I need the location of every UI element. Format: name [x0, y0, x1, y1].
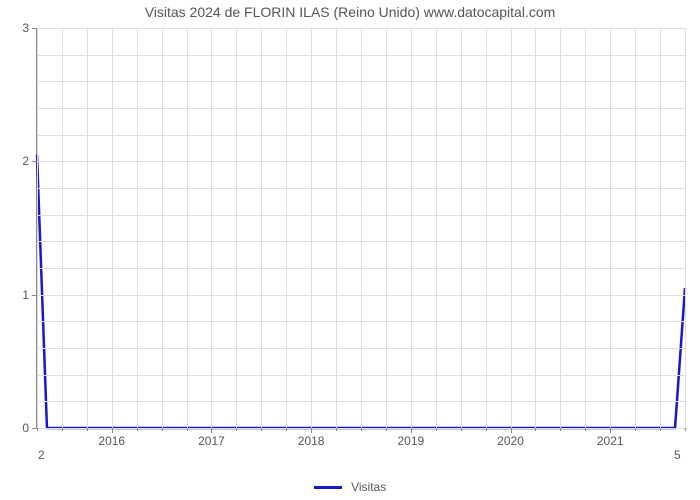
x-tick-label: 2017	[198, 434, 225, 448]
y-tick-mark	[32, 161, 37, 162]
grid-line-vertical	[236, 28, 237, 428]
caption-left: 2	[38, 448, 45, 462]
grid-line-vertical	[610, 28, 611, 428]
grid-line-horizontal	[37, 241, 685, 242]
x-minor-tick-mark	[585, 428, 586, 431]
x-minor-tick-mark	[187, 428, 188, 431]
grid-line-vertical	[137, 28, 138, 428]
x-minor-tick-mark	[37, 428, 38, 431]
grid-line-horizontal	[37, 135, 685, 136]
x-minor-tick-mark	[535, 428, 536, 431]
y-tick-label: 1	[22, 288, 29, 302]
x-tick-mark	[112, 428, 113, 433]
x-tick-label: 2019	[397, 434, 424, 448]
x-minor-tick-mark	[436, 428, 437, 431]
legend: Visitas	[0, 480, 700, 494]
grid-line-vertical	[411, 28, 412, 428]
grid-line-vertical	[535, 28, 536, 428]
grid-line-horizontal	[37, 375, 685, 376]
x-minor-tick-mark	[560, 428, 561, 431]
x-tick-mark	[311, 428, 312, 433]
x-minor-tick-mark	[386, 428, 387, 431]
x-minor-tick-mark	[635, 428, 636, 431]
grid-line-horizontal	[37, 28, 685, 29]
x-minor-tick-mark	[286, 428, 287, 431]
chart-title: Visitas 2024 de FLORIN ILAS (Reino Unido…	[0, 4, 700, 20]
plot-area: 0123201620172018201920202021	[36, 28, 685, 429]
grid-line-horizontal	[37, 215, 685, 216]
x-tick-label: 2020	[497, 434, 524, 448]
grid-line-horizontal	[37, 348, 685, 349]
grid-line-vertical	[311, 28, 312, 428]
y-tick-mark	[32, 28, 37, 29]
x-tick-mark	[511, 428, 512, 433]
x-tick-mark	[610, 428, 611, 433]
grid-line-vertical	[436, 28, 437, 428]
x-tick-mark	[411, 428, 412, 433]
grid-line-horizontal	[37, 81, 685, 82]
grid-line-vertical	[461, 28, 462, 428]
grid-line-vertical	[361, 28, 362, 428]
y-tick-mark	[32, 295, 37, 296]
x-minor-tick-mark	[62, 428, 63, 431]
grid-line-horizontal	[37, 295, 685, 296]
y-tick-label: 2	[22, 154, 29, 168]
grid-line-vertical	[187, 28, 188, 428]
grid-line-vertical	[685, 28, 686, 428]
grid-line-horizontal	[37, 401, 685, 402]
grid-line-vertical	[162, 28, 163, 428]
x-minor-tick-mark	[236, 428, 237, 431]
legend-label: Visitas	[351, 480, 386, 494]
x-tick-label: 2021	[597, 434, 624, 448]
x-minor-tick-mark	[461, 428, 462, 431]
x-minor-tick-mark	[361, 428, 362, 431]
x-minor-tick-mark	[660, 428, 661, 431]
caption-right: 5	[674, 448, 681, 462]
y-tick-label: 3	[22, 21, 29, 35]
x-minor-tick-mark	[486, 428, 487, 431]
grid-line-vertical	[486, 28, 487, 428]
grid-line-horizontal	[37, 188, 685, 189]
grid-line-vertical	[62, 28, 63, 428]
grid-line-vertical	[112, 28, 113, 428]
grid-line-vertical	[560, 28, 561, 428]
grid-line-horizontal	[37, 161, 685, 162]
grid-line-horizontal	[37, 268, 685, 269]
grid-line-vertical	[37, 28, 38, 428]
legend-swatch	[314, 486, 342, 489]
chart-container: Visitas 2024 de FLORIN ILAS (Reino Unido…	[0, 0, 700, 500]
x-minor-tick-mark	[87, 428, 88, 431]
grid-line-vertical	[386, 28, 387, 428]
x-minor-tick-mark	[261, 428, 262, 431]
grid-line-vertical	[585, 28, 586, 428]
grid-line-vertical	[336, 28, 337, 428]
grid-line-vertical	[660, 28, 661, 428]
x-minor-tick-mark	[162, 428, 163, 431]
grid-line-horizontal	[37, 55, 685, 56]
x-tick-mark	[211, 428, 212, 433]
y-tick-label: 0	[22, 421, 29, 435]
x-tick-label: 2016	[98, 434, 125, 448]
x-tick-label: 2018	[298, 434, 325, 448]
x-minor-tick-mark	[137, 428, 138, 431]
grid-line-vertical	[286, 28, 287, 428]
x-minor-tick-mark	[336, 428, 337, 431]
grid-line-horizontal	[37, 108, 685, 109]
x-minor-tick-mark	[685, 428, 686, 431]
grid-line-horizontal	[37, 321, 685, 322]
grid-line-vertical	[511, 28, 512, 428]
grid-line-vertical	[635, 28, 636, 428]
grid-line-vertical	[211, 28, 212, 428]
grid-line-vertical	[87, 28, 88, 428]
grid-line-vertical	[261, 28, 262, 428]
